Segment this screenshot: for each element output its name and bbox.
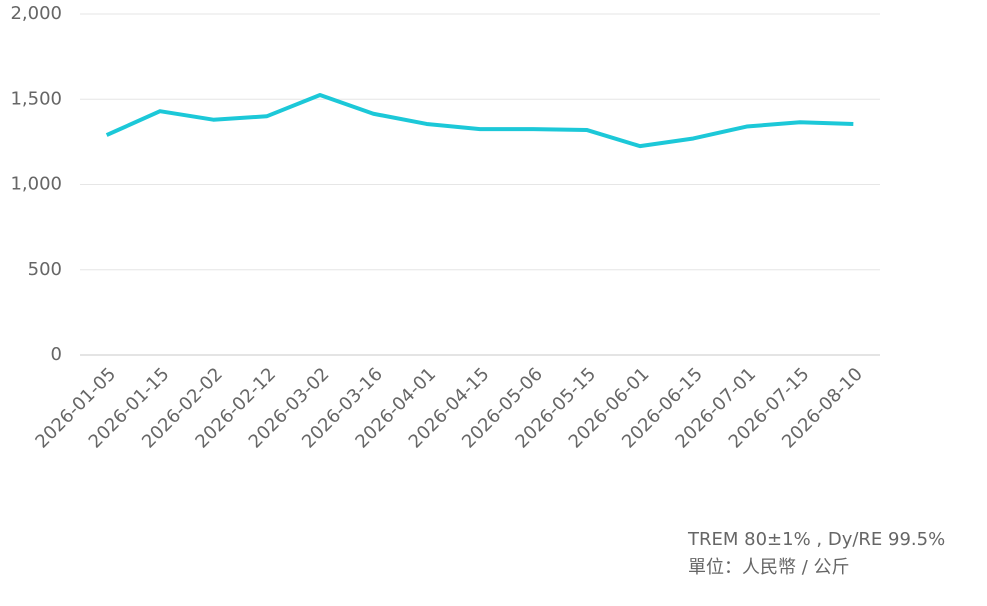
y-tick-label: 1,000 xyxy=(10,174,62,195)
y-tick-label: 500 xyxy=(28,259,62,280)
y-tick-label: 1,500 xyxy=(10,88,62,109)
y-tick-label: 0 xyxy=(51,344,62,365)
y-tick-label: 2,000 xyxy=(10,3,62,24)
line-series xyxy=(105,92,854,149)
note: TREM 80±1% , Dy/RE 99.5% xyxy=(687,529,945,550)
note: 單位：人民幣 / 公斤 xyxy=(688,557,850,578)
